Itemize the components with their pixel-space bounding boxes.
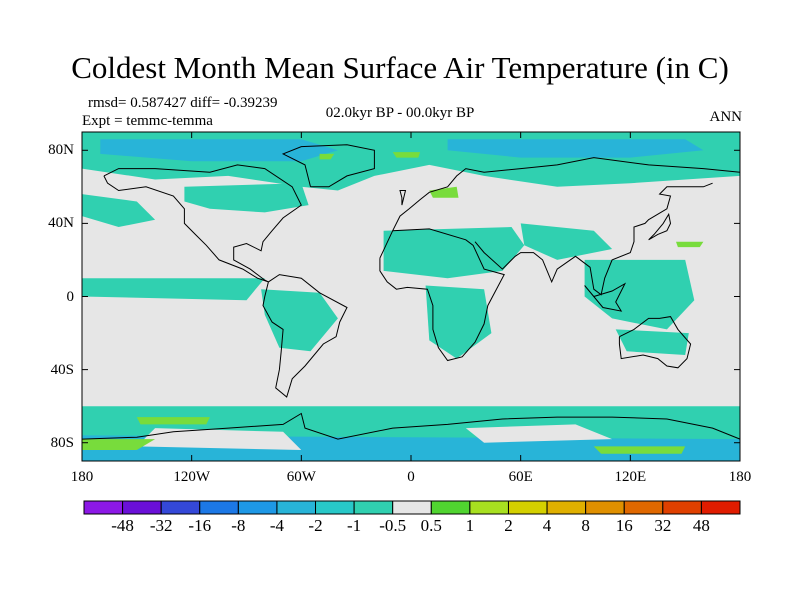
coastline: [81, 412, 741, 440]
anomaly-region: [136, 417, 210, 425]
anomaly-region: [82, 194, 156, 227]
lon-label: 180: [728, 469, 752, 485]
colorbar-label: -48: [111, 516, 134, 535]
anomaly-region: [82, 278, 265, 301]
colorbar-label: 4: [542, 516, 552, 535]
lat-label: 0: [66, 288, 75, 305]
colorbar-label: -0.5: [379, 516, 407, 535]
lat-label: 80S: [50, 434, 74, 451]
lon-label: 60E: [508, 469, 533, 485]
stats-text: rmsd= 0.587427 diff= -0.39239: [88, 95, 278, 111]
anomaly-region: [447, 139, 704, 158]
lat-label: 40S: [50, 361, 74, 378]
colorbar-box: [83, 500, 124, 515]
colorbar-label: 8: [581, 516, 590, 535]
lon-label: 60W: [286, 469, 316, 485]
colorbar-box: [199, 500, 239, 515]
anomaly-region: [184, 183, 309, 213]
coastline: [392, 157, 741, 231]
anomaly-region: [383, 227, 525, 279]
colorbar-label: 32: [654, 516, 672, 535]
lon-label: 120W: [173, 469, 210, 485]
colorbar-box: [662, 500, 702, 515]
anomaly-region: [676, 241, 704, 248]
anomaly-region: [100, 139, 338, 162]
coastline: [584, 282, 627, 312]
coastline: [262, 274, 348, 398]
season-text: ANN: [709, 109, 743, 125]
anomaly-region: [584, 259, 695, 330]
colorbar-box: [160, 500, 201, 515]
anomaly-region: [615, 329, 689, 355]
experiment-text: Expt = temmc-temma: [82, 113, 213, 129]
colorbar-box: [276, 500, 317, 515]
lon-label: 120E: [614, 469, 647, 485]
lat-label: 40N: [48, 215, 74, 232]
colorbar-label: 1: [465, 516, 475, 535]
period-text: 02.0kyr BP - 00.0kyr BP: [325, 105, 475, 121]
colorbar-label: 2: [504, 516, 513, 535]
anomaly-region: [425, 285, 492, 359]
colorbar-label: 16: [615, 516, 633, 535]
lon-label: 0: [407, 469, 415, 485]
colorbar-label: 48: [692, 516, 710, 535]
anomaly-region: [392, 152, 421, 158]
plot-title: Coldest Month Mean Surface Air Temperatu…: [71, 50, 729, 85]
anomaly-region: [520, 223, 613, 260]
colorbar-box: [700, 500, 741, 515]
coastline: [648, 212, 672, 241]
anomaly-region: [429, 186, 459, 198]
colorbar-box: [507, 500, 548, 515]
colorbar-box: [315, 500, 355, 515]
colorbar-box: [237, 500, 278, 515]
coastline: [281, 144, 375, 188]
colorbar-label: -4: [269, 516, 285, 535]
lon-label: 180: [70, 469, 94, 485]
coastline: [399, 190, 407, 206]
anomaly-region: [319, 153, 335, 160]
colorbar-box: [122, 500, 162, 515]
colorbar-box: [585, 500, 625, 515]
coastline: [379, 228, 505, 362]
anomaly-region: [136, 428, 302, 450]
colorbar-label: -32: [149, 516, 173, 535]
anomaly-region: [465, 424, 613, 443]
coastline: [103, 164, 302, 283]
colorbar-label: -16: [188, 516, 212, 535]
colorbar-box: [623, 500, 664, 515]
colorbar-label: 0.5: [420, 516, 442, 535]
colorbar-box: [546, 500, 587, 515]
anomaly-field: [82, 132, 740, 461]
colorbar-box: [430, 500, 471, 515]
coastline: [474, 182, 713, 296]
anomaly-region: [593, 446, 686, 454]
colorbar-box: [353, 500, 394, 515]
coastlines: [81, 144, 741, 440]
axis-ticks: [81, 132, 741, 461]
colorbar-box: [392, 500, 432, 515]
colorbar-label: -1: [347, 516, 362, 535]
coastline: [618, 316, 692, 369]
anomaly-region: [82, 439, 156, 450]
anomaly-region: [261, 289, 338, 352]
colorbar-box: [469, 500, 509, 515]
lat-label: 80N: [48, 142, 74, 159]
colorbar-label: -8: [231, 516, 246, 535]
colorbar-label: -2: [308, 516, 323, 535]
